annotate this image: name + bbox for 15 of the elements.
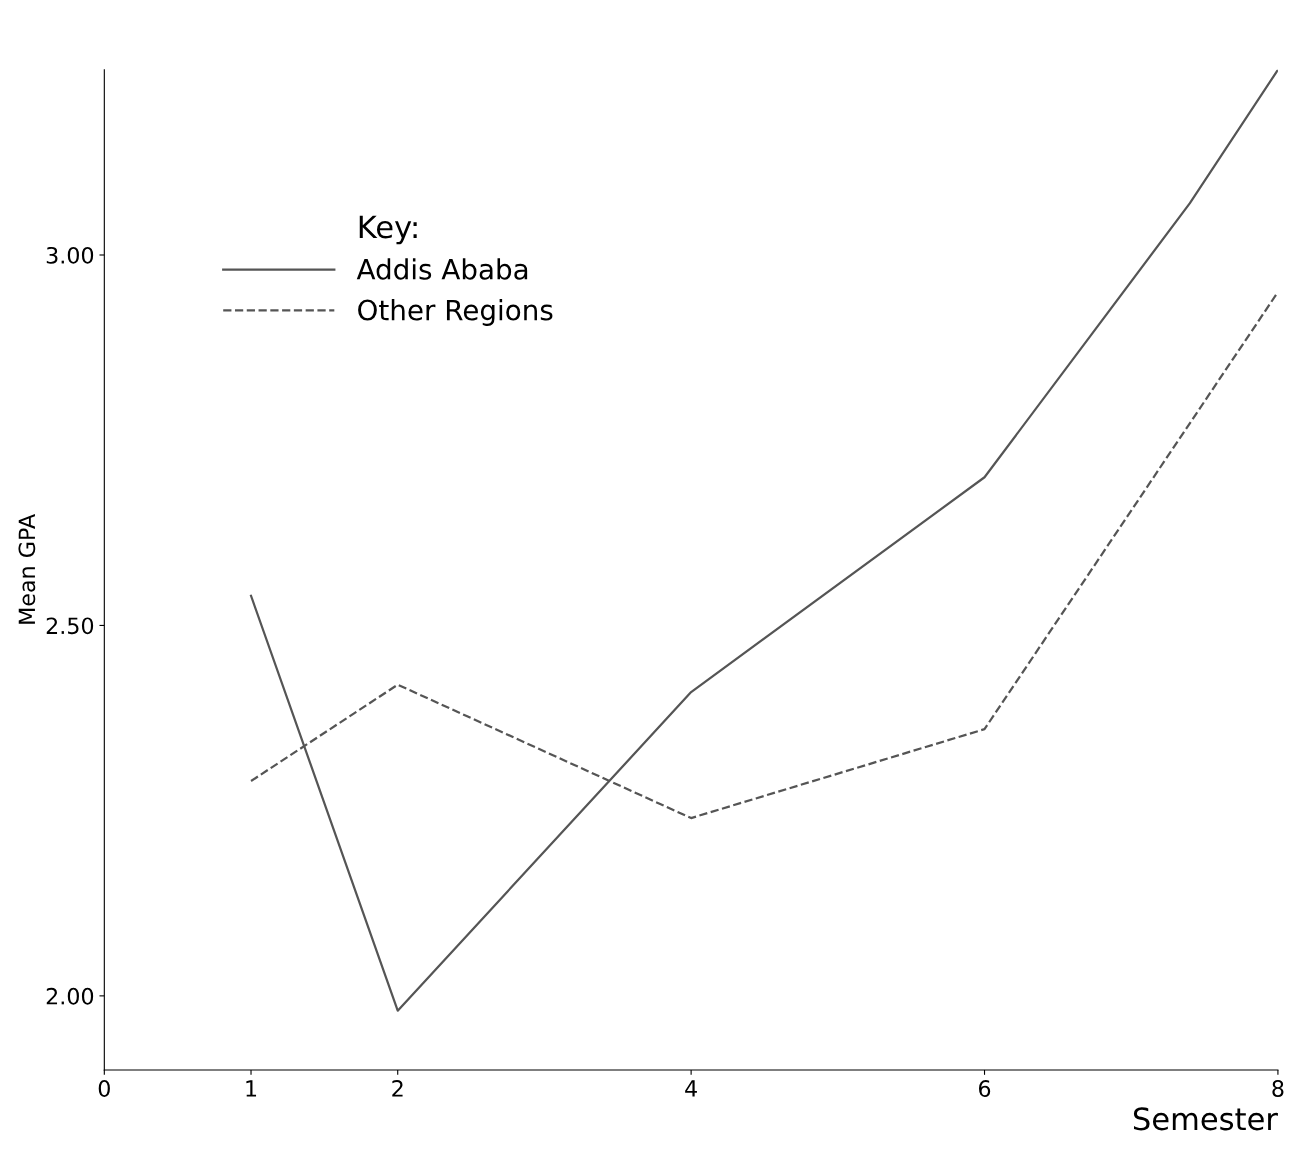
x-tick-label: 1 [246, 1080, 257, 1097]
x-tick-label: 0 [98, 1080, 110, 1097]
legend-label: Other Regions [358, 299, 553, 326]
y-tick-label: 2.50 [46, 617, 94, 635]
line-series [249, 69, 1278, 1012]
x-tick-label: 6 [979, 1080, 991, 1097]
y-tick-label: 3.00 [46, 246, 94, 264]
legend-label: Addis Ababa [356, 258, 528, 280]
x-tick-label: 4 [685, 1080, 697, 1097]
y-tick-label: 2.00 [46, 987, 94, 1005]
x-axis-title: Semester [1133, 1107, 1278, 1131]
y-axis-title: Mean GPA [18, 514, 36, 624]
x-tick-label: 8 [1272, 1080, 1284, 1097]
legend-title: Key: [359, 215, 417, 245]
x-tick-label: 2 [392, 1080, 403, 1097]
